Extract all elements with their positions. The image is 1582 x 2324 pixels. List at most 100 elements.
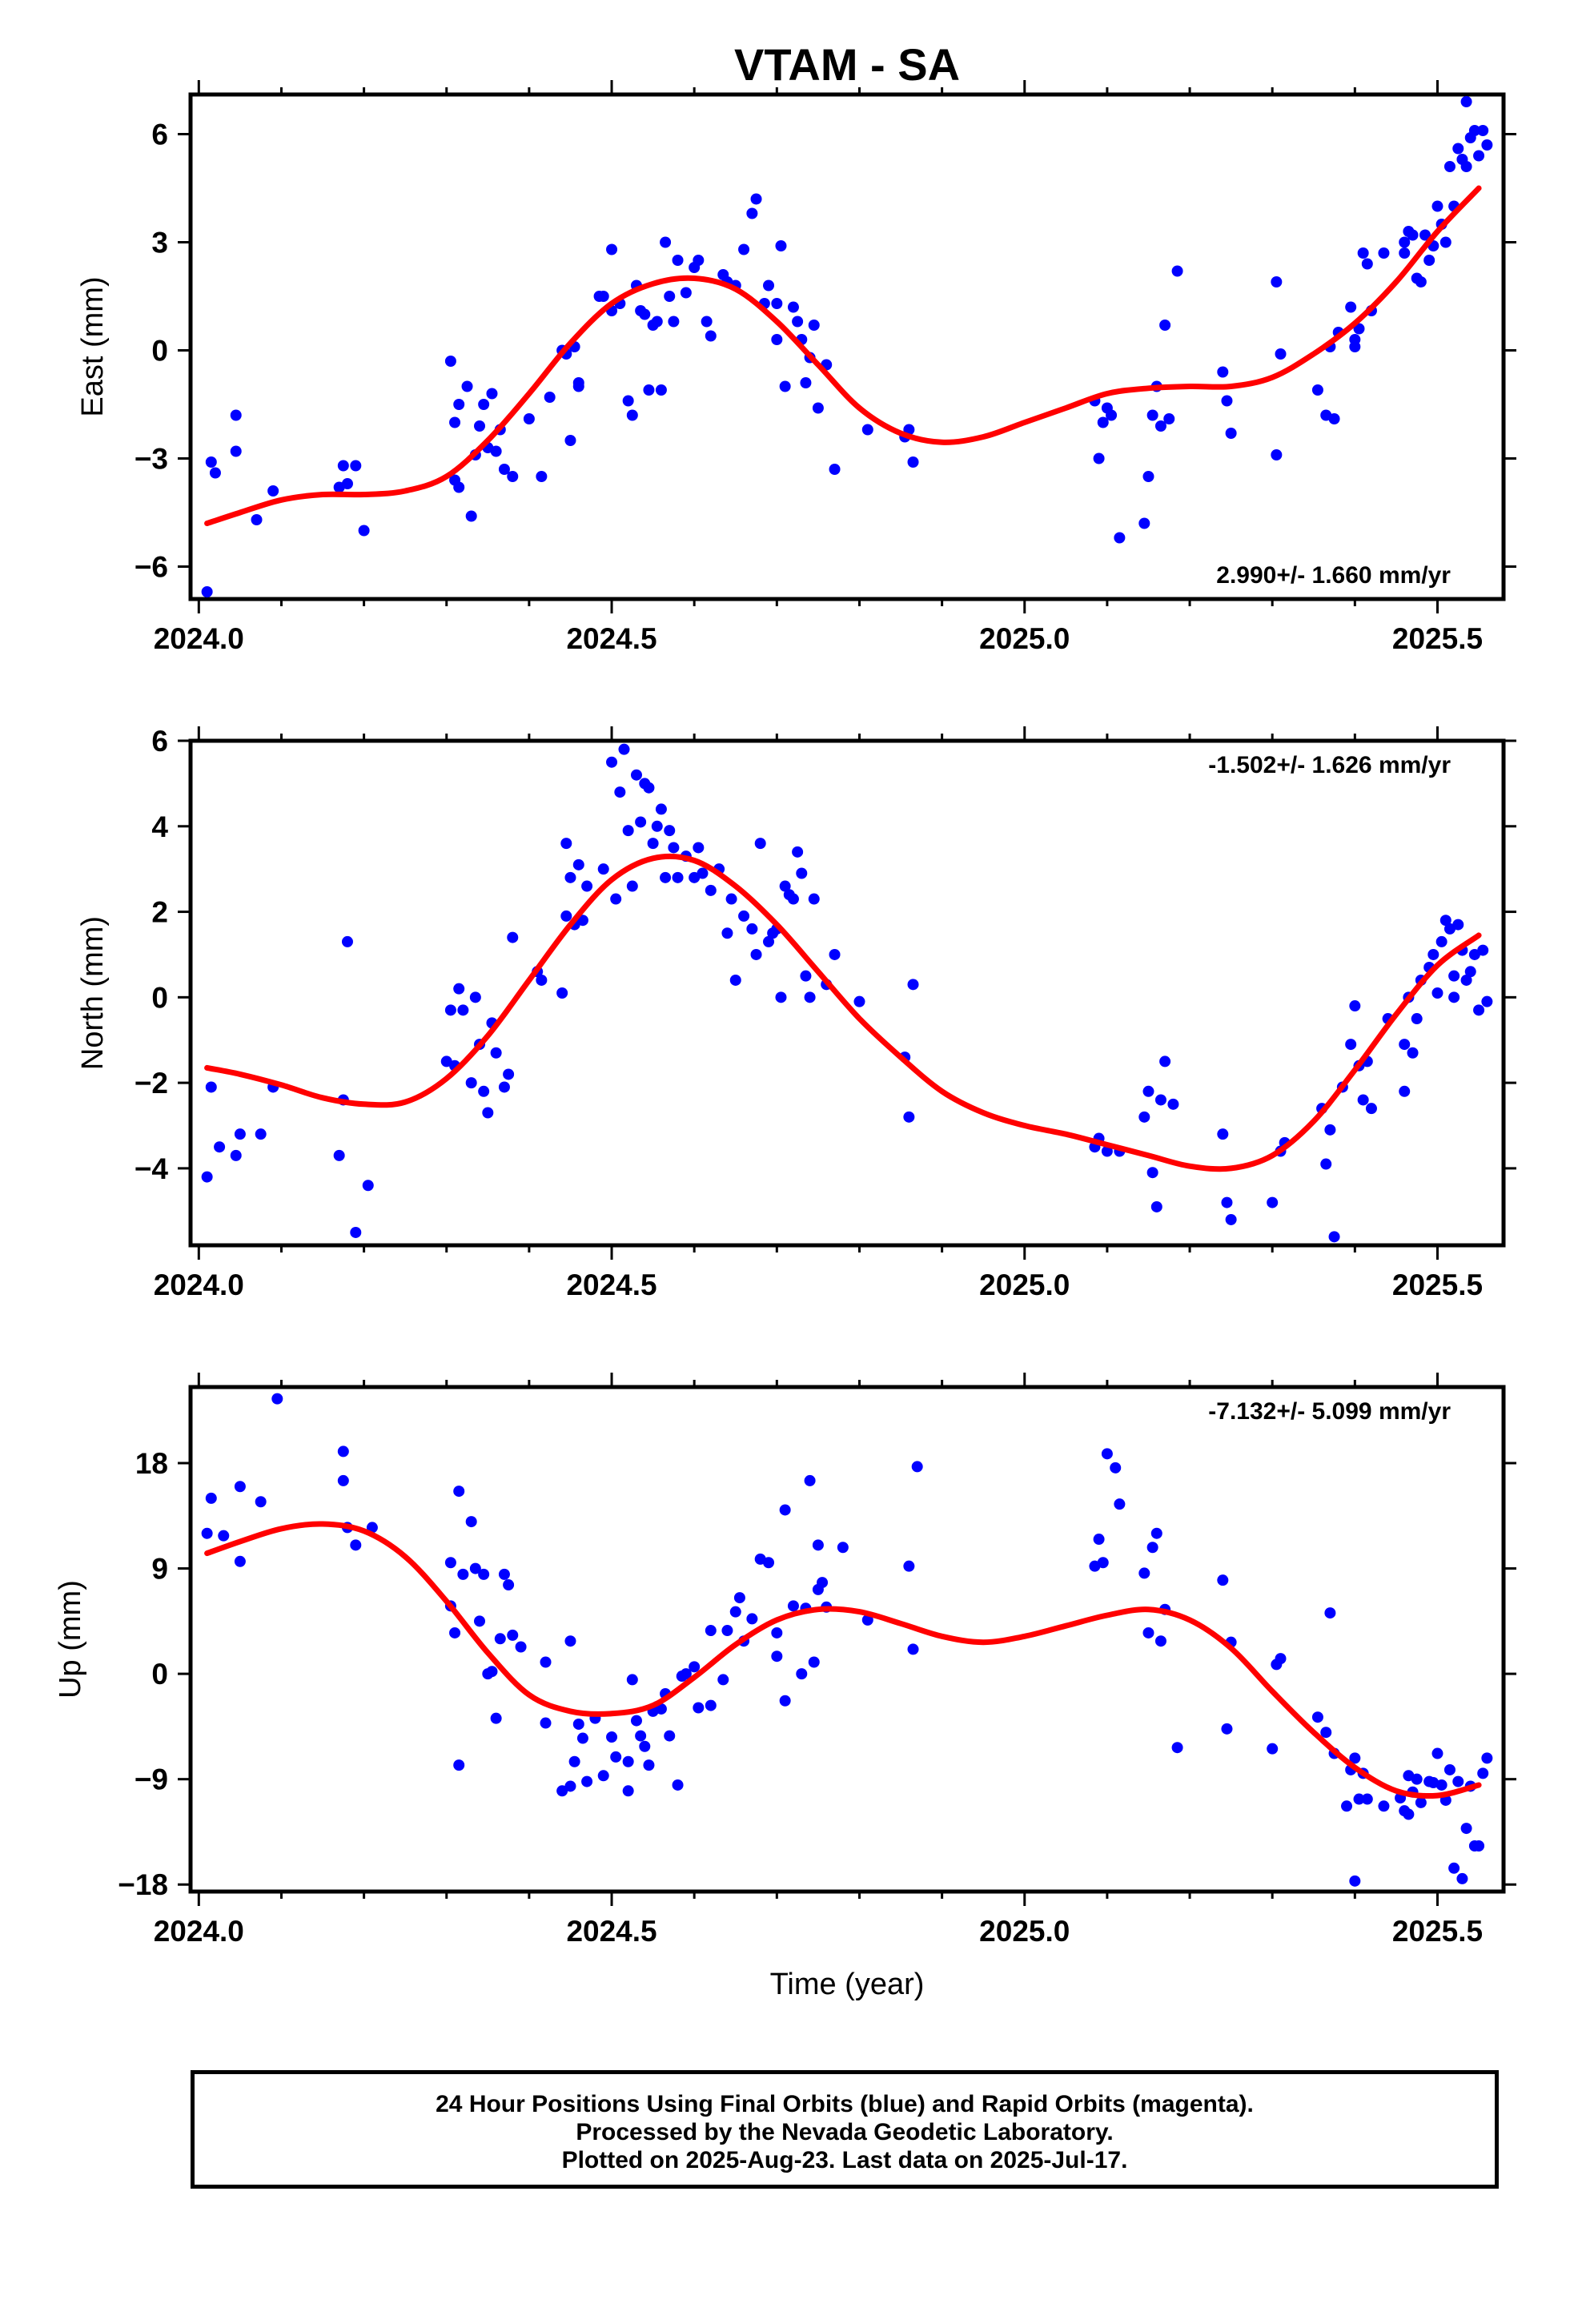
chart-title: VTAM - SA	[734, 39, 960, 90]
data-point	[1439, 915, 1452, 927]
data-point	[643, 782, 655, 794]
data-point	[1443, 161, 1456, 172]
data-point	[564, 435, 576, 446]
data-point	[507, 471, 519, 482]
data-point	[490, 1712, 502, 1724]
data-point	[750, 948, 762, 960]
data-point	[540, 1717, 552, 1729]
data-point	[717, 1674, 729, 1686]
y-tick-label: −9	[135, 1763, 168, 1796]
data-point	[705, 330, 717, 342]
panel-east: 2024.0 2024.5 2025.0 2025.5 −6 −3 0 3 6 East (mm)…	[76, 80, 1516, 655]
data-point	[664, 291, 676, 302]
data-point	[672, 1779, 684, 1791]
data-point	[267, 485, 279, 497]
data-point	[1415, 276, 1427, 287]
data-point	[564, 1635, 576, 1647]
data-point	[572, 858, 584, 870]
data-point	[1468, 125, 1480, 136]
data-point	[1443, 1763, 1456, 1775]
x-tick-label: 2024.0	[154, 622, 244, 655]
data-point	[503, 1579, 515, 1591]
data-point	[639, 308, 651, 320]
data-point	[564, 1780, 576, 1792]
data-point	[1452, 919, 1464, 931]
plot-area	[201, 743, 1493, 1243]
data-point	[214, 1141, 226, 1153]
x-tick-label: 2025.5	[1392, 1915, 1483, 1948]
data-point	[255, 1128, 267, 1140]
data-point	[230, 409, 242, 421]
data-point	[576, 1732, 588, 1744]
data-point	[341, 935, 353, 947]
data-point	[469, 1562, 481, 1574]
data-point	[1349, 1000, 1361, 1012]
data-point	[787, 893, 799, 905]
data-point	[705, 1699, 717, 1711]
data-point	[1328, 413, 1340, 424]
data-point	[630, 769, 642, 781]
data-point	[1468, 948, 1480, 960]
data-point	[465, 1077, 477, 1089]
data-point	[560, 910, 572, 922]
panel-up: 2024.0 2024.5 2025.0 2025.5 −18 −9 0 9 18 Up (mm)…	[54, 1373, 1516, 2001]
y-tick-label: 2	[151, 896, 168, 929]
data-point	[729, 1606, 741, 1618]
data-point	[453, 481, 465, 493]
data-point	[597, 1770, 609, 1782]
x-tick-label: 2025.0	[979, 1269, 1070, 1301]
x-tick-label: 2025.0	[979, 622, 1070, 655]
data-point	[560, 838, 572, 850]
data-point	[796, 867, 808, 879]
data-point	[1349, 1752, 1361, 1764]
y-tick-label: −3	[135, 443, 168, 476]
data-point	[1171, 265, 1183, 277]
data-point	[1456, 1872, 1468, 1884]
trend-fit-line	[204, 853, 1482, 1172]
data-point	[779, 1504, 791, 1516]
data-point	[837, 1542, 849, 1554]
data-point	[498, 1568, 510, 1580]
data-point	[271, 1393, 283, 1405]
data-point	[746, 923, 758, 935]
data-point	[536, 471, 548, 482]
data-point	[490, 445, 502, 457]
data-point	[1150, 1527, 1162, 1539]
data-point	[1452, 143, 1464, 155]
data-point	[626, 409, 638, 421]
data-point	[1142, 1626, 1154, 1638]
data-point	[1271, 276, 1283, 287]
data-point	[1349, 1875, 1361, 1887]
data-point	[1267, 1743, 1279, 1755]
data-point	[205, 456, 217, 468]
data-point	[693, 842, 705, 854]
data-point	[853, 995, 865, 1007]
panel-north: 2024.0 2024.5 2025.0 2025.5 −4 −2 0 2 4 6 North (m…	[76, 725, 1516, 1301]
y-tick-label: 0	[151, 1658, 168, 1691]
data-point	[1407, 1047, 1419, 1059]
data-point	[453, 1759, 465, 1771]
footer-line-2: Processed by the Nevada Geodetic Laborat…	[576, 2119, 1114, 2145]
data-point	[503, 1068, 515, 1080]
data-point	[622, 1785, 634, 1797]
data-point	[581, 1775, 593, 1787]
data-point	[1320, 1158, 1332, 1170]
y-tick-label: −6	[135, 551, 168, 584]
data-point	[1159, 320, 1171, 331]
data-point	[1320, 1727, 1332, 1739]
data-point	[465, 510, 477, 522]
data-point	[779, 380, 791, 392]
data-point	[606, 243, 618, 255]
data-point	[655, 384, 667, 396]
data-point	[478, 399, 490, 410]
data-point	[576, 915, 588, 927]
data-point	[1097, 1557, 1109, 1569]
data-point	[444, 1557, 456, 1569]
data-point	[672, 871, 684, 883]
data-point	[729, 974, 741, 986]
data-point	[701, 316, 713, 328]
data-point	[597, 863, 609, 875]
data-point	[572, 1718, 584, 1730]
x-tick-label: 2025.5	[1392, 622, 1483, 655]
data-point	[733, 1592, 745, 1604]
